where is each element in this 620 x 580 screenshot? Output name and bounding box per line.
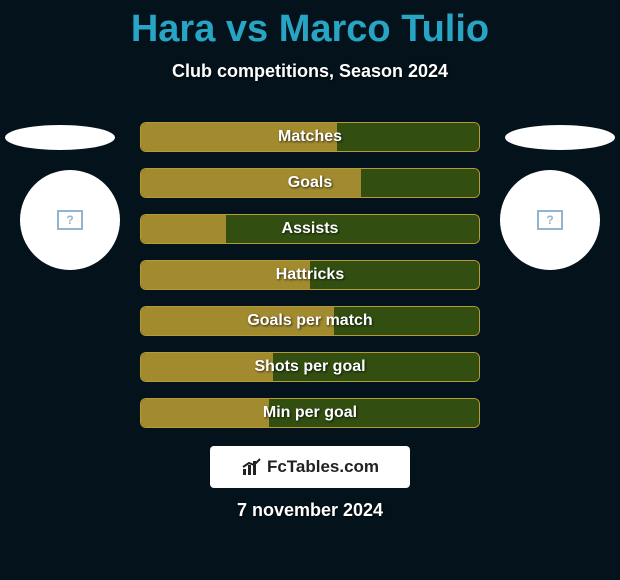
flag-placeholder-right	[505, 125, 615, 150]
stat-row: 292Min per goal468	[140, 398, 480, 428]
stat-row: 0.34Goals per match0.26	[140, 306, 480, 336]
brand-text: FcTables.com	[267, 457, 379, 477]
stat-row: 2Assists6	[140, 214, 480, 244]
placeholder-icon	[57, 210, 83, 230]
stat-label: Min per goal	[141, 404, 479, 422]
chart-icon	[241, 457, 263, 477]
stat-label: Shots per goal	[141, 358, 479, 376]
player-photo-right	[500, 170, 600, 270]
generated-date: 7 november 2024	[0, 500, 620, 521]
stat-row: 11Goals6	[140, 168, 480, 198]
stat-row: 32Matches23	[140, 122, 480, 152]
stat-label: Assists	[141, 220, 479, 238]
stat-row: 10.75Shots per goal16.67	[140, 352, 480, 382]
page-subtitle: Club competitions, Season 2024	[0, 61, 620, 82]
page-title: Hara vs Marco Tulio	[0, 0, 620, 51]
brand-logo: FcTables.com	[210, 446, 410, 488]
stat-label: Hattricks	[141, 266, 479, 284]
flag-placeholder-left	[5, 125, 115, 150]
placeholder-icon	[537, 210, 563, 230]
stat-label: Goals	[141, 174, 479, 192]
stat-label: Goals per match	[141, 312, 479, 330]
player-photo-left	[20, 170, 120, 270]
stat-row: 0Hattricks0	[140, 260, 480, 290]
stat-label: Matches	[141, 128, 479, 146]
stat-rows: 32Matches23 11Goals6 2Assists6 0Hattricks0 0…	[140, 122, 480, 444]
